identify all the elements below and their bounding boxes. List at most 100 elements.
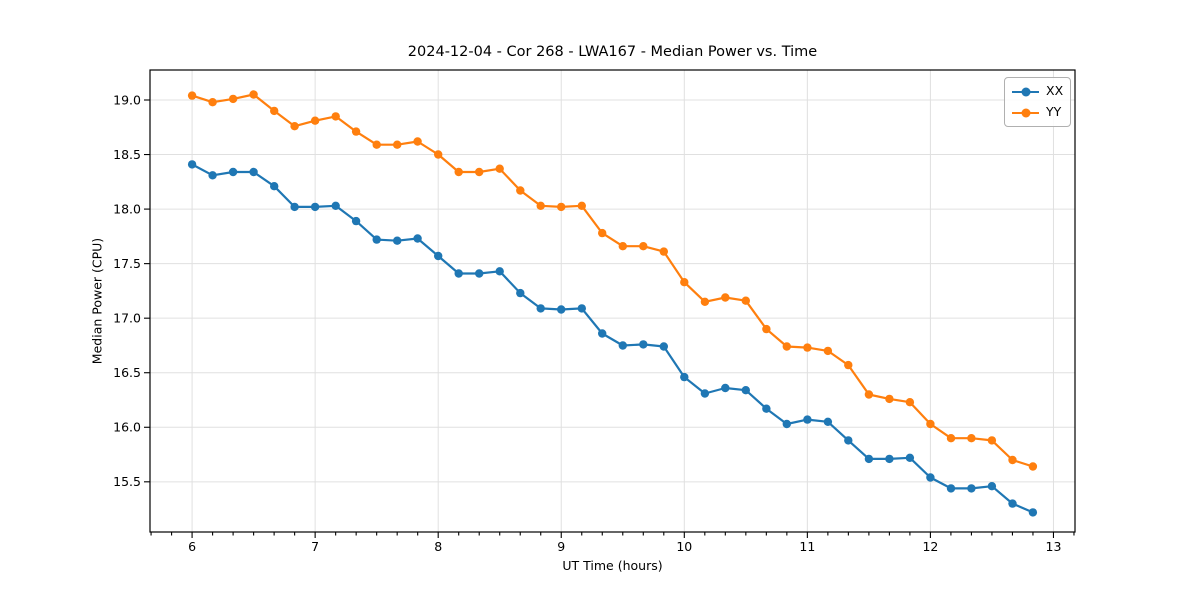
data-point-xx	[413, 234, 422, 243]
data-point-yy	[536, 201, 545, 210]
data-point-xx	[987, 482, 997, 491]
data-point-yy	[762, 324, 771, 334]
data-point-yy	[413, 137, 422, 146]
data-point-yy	[741, 296, 750, 305]
x-tick-label: 13	[1046, 539, 1062, 554]
data-point-xx	[864, 454, 874, 464]
data-point-xx	[495, 267, 504, 276]
data-point-xx	[782, 419, 791, 429]
legend-label: YY	[1046, 104, 1062, 120]
series-xx	[187, 160, 1038, 517]
data-point-yy	[331, 112, 340, 121]
data-point-yy	[495, 164, 504, 173]
data-point-xx	[680, 372, 689, 382]
data-point-xx	[228, 167, 238, 177]
data-point-yy	[249, 90, 258, 99]
legend-label: XX	[1046, 83, 1064, 99]
data-point-xx	[577, 304, 586, 313]
data-point-yy	[290, 122, 299, 131]
data-point-xx	[393, 236, 402, 245]
data-point-yy	[310, 116, 320, 125]
legend-item-yy: YY	[1012, 104, 1063, 121]
data-point-yy	[782, 342, 791, 351]
data-point-yy	[905, 398, 915, 407]
data-point-xx	[844, 436, 853, 445]
data-point-yy	[1028, 462, 1038, 471]
data-point-xx	[823, 417, 833, 426]
data-point-xx	[618, 341, 627, 350]
data-point-yy	[844, 360, 853, 370]
series-yy-line	[191, 93, 1035, 468]
data-point-yy	[598, 228, 607, 238]
data-point-yy	[454, 167, 463, 177]
data-point-yy	[577, 201, 586, 210]
data-point-yy	[372, 140, 381, 149]
data-point-xx	[310, 202, 320, 212]
data-point-xx	[557, 305, 566, 314]
x-tick-label: 9	[557, 539, 565, 554]
data-point-xx	[249, 167, 258, 177]
x-tick-label: 10	[676, 539, 692, 554]
data-point-xx	[351, 216, 361, 226]
grid-lines	[150, 70, 1075, 532]
data-point-yy	[618, 242, 627, 251]
data-point-xx	[762, 404, 771, 413]
y-tick-label: 19.0	[113, 92, 141, 107]
data-point-xx	[741, 386, 750, 395]
y-tick-label: 16.0	[113, 420, 141, 435]
data-point-xx	[1028, 508, 1038, 517]
data-point-yy	[700, 297, 710, 306]
y-tick-label: 17.5	[113, 256, 141, 271]
data-point-yy	[557, 202, 566, 212]
data-point-xx	[536, 304, 545, 313]
data-point-yy	[885, 394, 894, 404]
legend-item-xx: XX	[1012, 83, 1063, 100]
data-point-xx	[639, 340, 648, 349]
y-tick-label: 18.0	[113, 201, 141, 216]
y-tick-label: 18.5	[113, 147, 141, 162]
chart-title: 2024-12-04 - Cor 268 - LWA167 - Median P…	[407, 44, 818, 60]
data-point-xx	[208, 171, 217, 180]
x-axis-label: UT Time (hours)	[562, 558, 663, 573]
data-point-yy	[228, 94, 238, 104]
data-point-yy	[659, 247, 668, 256]
data-point-yy	[639, 242, 648, 251]
data-point-xx	[290, 202, 299, 212]
data-point-yy	[864, 390, 874, 399]
legend-line-marker-icon	[1012, 87, 1039, 97]
data-point-yy	[516, 186, 525, 195]
data-point-xx	[946, 484, 956, 493]
data-point-xx	[331, 201, 340, 210]
data-point-yy	[393, 140, 402, 149]
legend-line-marker-icon	[1012, 108, 1039, 118]
data-point-xx	[967, 484, 976, 493]
data-point-yy	[946, 434, 956, 443]
data-point-yy	[1008, 455, 1017, 465]
data-point-yy	[680, 278, 689, 287]
data-point-xx	[598, 329, 607, 338]
y-tick-label: 15.5	[113, 474, 141, 489]
data-point-yy	[208, 98, 217, 107]
tick-labels: 6 7 8 9 10 11 12 13 15.5 16.0 16.5 17.0 17.5 18.0 18.5…	[113, 92, 1061, 554]
data-point-yy	[351, 127, 361, 136]
y-tick-label: 17.0	[113, 310, 141, 325]
legend: XX YY	[1004, 77, 1071, 127]
data-point-yy	[475, 167, 484, 177]
plot-frame	[149, 69, 1076, 533]
data-point-yy	[270, 106, 279, 116]
x-tick-label: 6	[188, 539, 196, 554]
data-point-yy	[803, 343, 812, 352]
x-tick-label: 12	[922, 539, 938, 554]
data-point-yy	[823, 346, 833, 356]
data-point-xx	[372, 235, 381, 244]
data-point-xx	[885, 454, 894, 464]
x-tick-label: 7	[311, 539, 319, 554]
data-point-yy	[967, 434, 976, 443]
axis-ticks	[144, 99, 1075, 538]
data-point-xx	[905, 453, 915, 462]
data-point-xx	[700, 389, 710, 398]
data-point-xx	[659, 342, 668, 351]
data-point-xx	[454, 269, 463, 278]
